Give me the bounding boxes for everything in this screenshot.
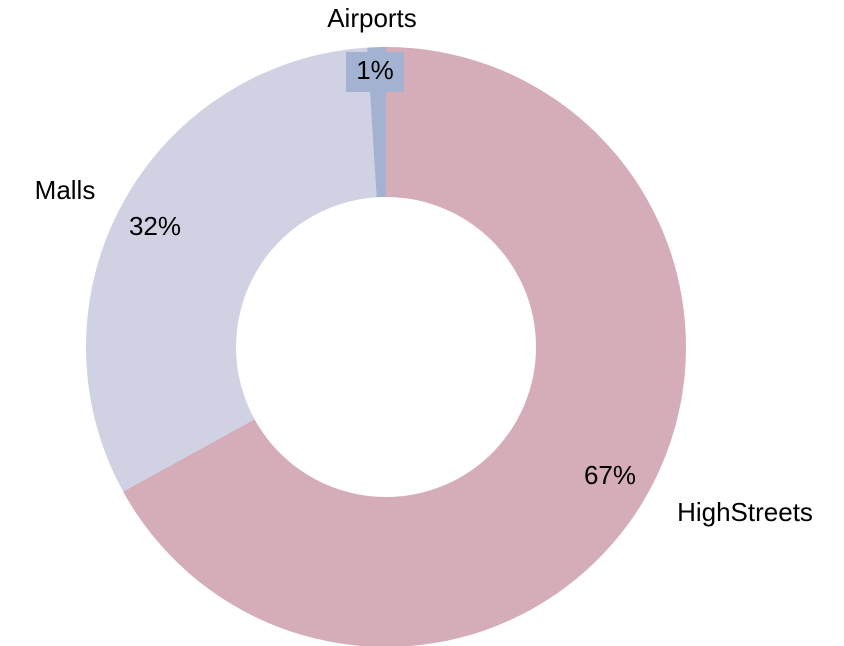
donut-slice [123,47,686,646]
data-label: 32% [129,211,181,241]
label-box [346,52,404,92]
category-label: Airports [327,3,417,33]
donut-slice [86,47,377,492]
category-label: HighStreets [677,497,813,527]
data-label: 1% [356,55,394,85]
category-label: Malls [35,175,96,205]
data-label: 67% [584,460,636,490]
